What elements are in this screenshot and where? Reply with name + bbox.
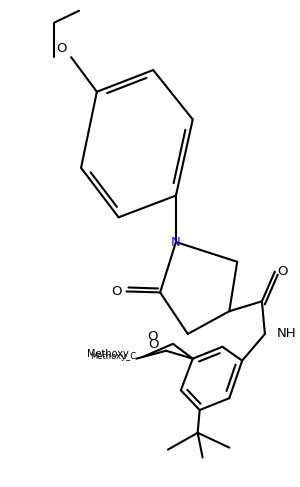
Text: Methoxy: Methoxy	[87, 349, 128, 359]
Text: N: N	[171, 236, 181, 248]
Text: NH: NH	[277, 327, 296, 340]
Text: O: O	[278, 265, 288, 278]
Text: O: O	[56, 42, 67, 55]
Text: O: O	[111, 285, 122, 298]
Text: Methoxy_C: Methoxy_C	[91, 352, 137, 361]
Text: O: O	[148, 338, 158, 351]
Text: O: O	[148, 330, 158, 343]
